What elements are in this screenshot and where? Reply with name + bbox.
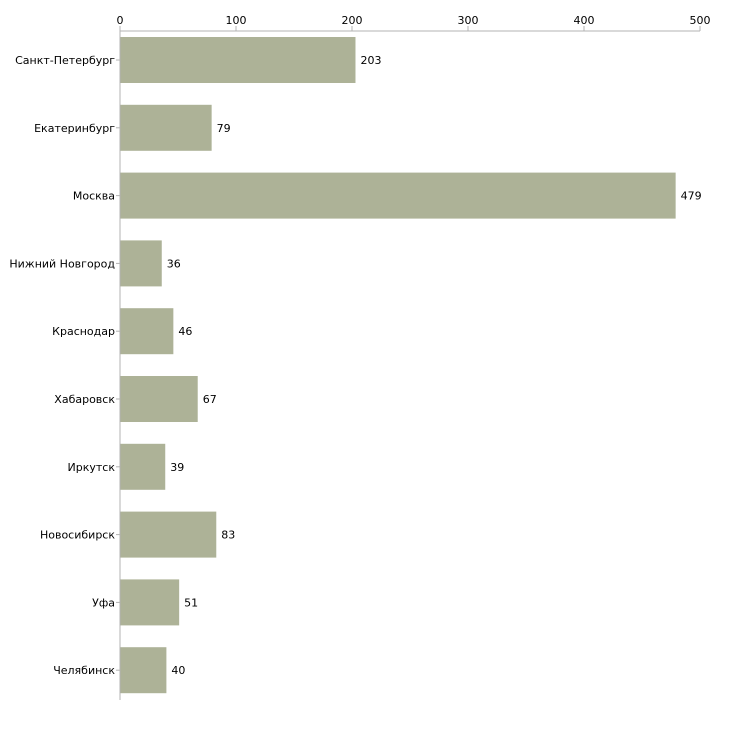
data-label: 479 (681, 190, 702, 203)
x-tick-label: 200 (342, 14, 363, 27)
labels: Санкт-Петербург 203 Екатеринбург 79 Москва 47… (9, 54, 701, 677)
bar (120, 511, 217, 558)
bar (120, 376, 198, 422)
bar (120, 104, 212, 151)
category-label: Хабаровск (54, 393, 115, 406)
bar (120, 579, 180, 626)
data-label: 46 (178, 325, 192, 338)
data-label: 79 (217, 122, 231, 135)
bar (120, 308, 174, 355)
data-label: 39 (170, 461, 184, 474)
category-label: Москва (73, 190, 115, 203)
category-label: Уфа (92, 596, 115, 609)
bar (120, 240, 162, 287)
bar (120, 647, 167, 694)
category-label: Челябинск (53, 664, 115, 677)
data-label: 40 (171, 664, 185, 677)
bar (120, 37, 356, 83)
bar (120, 172, 676, 219)
category-label: Новосибирск (40, 529, 115, 542)
x-tick-label: 0 (117, 14, 124, 27)
x-tick-label: 300 (458, 14, 479, 27)
data-label: 203 (360, 54, 381, 67)
data-label: 83 (221, 529, 235, 542)
x-tick-label: 500 (690, 14, 711, 27)
data-label: 51 (184, 596, 198, 609)
bar (120, 443, 166, 490)
data-label: 67 (203, 393, 217, 406)
category-label: Нижний Новгород (9, 257, 115, 270)
data-label: 36 (167, 257, 181, 270)
category-label: Екатеринбург (34, 122, 115, 135)
x-tick-label: 100 (226, 14, 247, 27)
bars (120, 37, 676, 694)
x-tick-label: 400 (574, 14, 595, 27)
category-label: Санкт-Петербург (15, 54, 115, 67)
category-label: Краснодар (52, 325, 115, 338)
category-label: Иркутск (68, 461, 116, 474)
x-axis-ticks: 0 100 200 300 400 500 (117, 14, 711, 31)
